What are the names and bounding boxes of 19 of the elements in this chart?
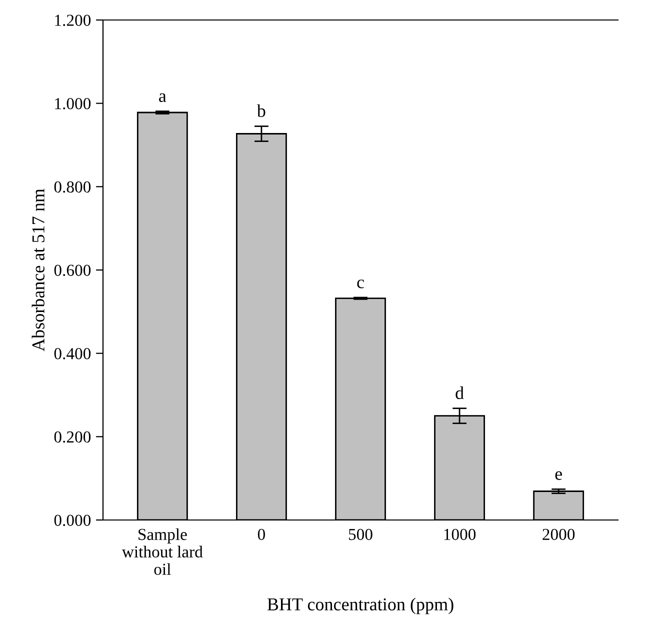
y-tick-label: 0.200 bbox=[54, 431, 91, 443]
y-tick-label: 0.400 bbox=[54, 348, 91, 360]
annotation: a bbox=[159, 93, 166, 102]
x-tick-label: 0 bbox=[258, 528, 265, 540]
y-axis-title: Absorbance at 517 nm bbox=[32, 188, 44, 352]
x-tick-label: 1000 bbox=[444, 528, 476, 540]
y-tick-label: 0.800 bbox=[54, 181, 91, 193]
x-tick-label: 500 bbox=[348, 528, 372, 540]
x-tick-label: Sample without lard oil bbox=[122, 528, 203, 575]
annotation: c bbox=[357, 280, 364, 288]
annotation: e bbox=[555, 471, 562, 480]
y-tick-label: 0.600 bbox=[54, 264, 91, 276]
y-tick-label: 1.000 bbox=[55, 98, 91, 110]
y-tick-label: 1.200 bbox=[55, 14, 91, 26]
x-axis-title: BHT concentration (ppm) bbox=[267, 598, 454, 614]
x-tick-label: 2000 bbox=[542, 528, 575, 540]
y-tick-label: 0.000 bbox=[54, 514, 91, 526]
annotation: d bbox=[456, 386, 464, 400]
annotation: b bbox=[256, 104, 266, 118]
